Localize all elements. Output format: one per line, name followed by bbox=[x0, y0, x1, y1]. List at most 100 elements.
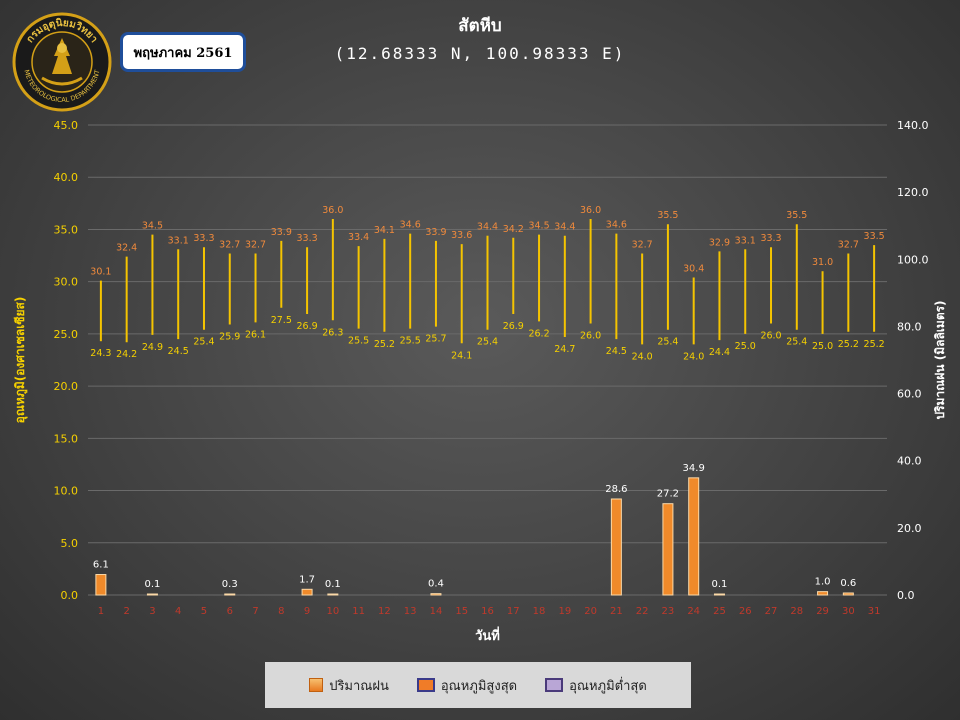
y-left-tick-label: 20.0 bbox=[54, 380, 79, 393]
x-tick-label: 22 bbox=[636, 606, 649, 617]
max-temp-label: 36.0 bbox=[322, 205, 343, 216]
rain-value-label: 0.6 bbox=[840, 578, 856, 589]
max-temp-label: 33.9 bbox=[425, 227, 446, 238]
max-temp-label: 33.4 bbox=[348, 232, 369, 243]
max-temp-label: 32.7 bbox=[245, 239, 266, 250]
legend-item-min: อุณหภูมิต่ำสุด bbox=[545, 675, 647, 696]
x-tick-label: 18 bbox=[533, 606, 546, 617]
x-tick-label: 16 bbox=[481, 606, 494, 617]
x-tick-label: 2 bbox=[123, 606, 129, 617]
legend-swatch-max bbox=[416, 678, 435, 692]
min-temp-label: 25.4 bbox=[193, 337, 214, 348]
meteorological-department-logo: กรมอุตุนิยมวิทยา METEOROLOGICAL DEPARTME… bbox=[12, 12, 112, 112]
max-temp-label: 34.5 bbox=[528, 221, 549, 232]
x-tick-label: 3 bbox=[149, 606, 155, 617]
min-temp-label: 24.7 bbox=[554, 344, 575, 355]
x-tick-label: 6 bbox=[227, 606, 233, 617]
y-right-tick-label: 80.0 bbox=[897, 320, 922, 333]
x-tick-label: 26 bbox=[739, 606, 752, 617]
x-tick-label: 28 bbox=[790, 606, 803, 617]
min-temp-label: 24.4 bbox=[709, 347, 730, 358]
x-tick-label: 25 bbox=[713, 606, 726, 617]
max-temp-label: 32.7 bbox=[219, 239, 240, 250]
max-temp-label: 34.4 bbox=[554, 222, 575, 233]
y-left-tick-label: 15.0 bbox=[54, 432, 79, 445]
min-temp-label: 26.1 bbox=[245, 329, 266, 340]
y-right-tick-label: 0.0 bbox=[897, 589, 915, 602]
legend-item-max: อุณหภูมิสูงสุด bbox=[416, 675, 518, 696]
x-tick-label: 31 bbox=[868, 606, 881, 617]
rain-bar bbox=[817, 591, 829, 596]
rain-value-label: 27.2 bbox=[657, 489, 679, 500]
y-right-tick-label: 20.0 bbox=[897, 522, 922, 535]
rain-bar bbox=[842, 592, 854, 596]
max-temp-label: 35.5 bbox=[657, 210, 678, 221]
max-temp-label: 34.4 bbox=[477, 222, 498, 233]
y-right-tick-label: 140.0 bbox=[897, 119, 929, 132]
weather-chart: 0.05.010.015.020.025.030.035.040.045.00.… bbox=[13, 119, 929, 644]
rain-bar bbox=[146, 593, 158, 596]
x-tick-label: 15 bbox=[455, 606, 468, 617]
y-right-tick-label: 120.0 bbox=[897, 186, 929, 199]
min-temp-label: 26.0 bbox=[760, 330, 781, 341]
max-temp-label: 35.5 bbox=[786, 210, 807, 221]
min-temp-label: 25.9 bbox=[219, 331, 240, 342]
max-temp-label: 30.1 bbox=[90, 267, 111, 278]
x-tick-label: 12 bbox=[378, 606, 391, 617]
min-temp-label: 25.4 bbox=[657, 337, 678, 348]
min-temp-label: 25.2 bbox=[374, 339, 395, 350]
min-temp-label: 25.4 bbox=[477, 337, 498, 348]
max-temp-label: 33.6 bbox=[451, 230, 472, 241]
rain-value-label: 34.9 bbox=[683, 463, 705, 474]
x-tick-label: 21 bbox=[610, 606, 623, 617]
x-tick-label: 4 bbox=[175, 606, 181, 617]
legend: ปริมาณฝน อุณหภูมิสูงสุด อุณหภูมิต่ำสุด bbox=[265, 662, 691, 708]
min-temp-label: 24.0 bbox=[683, 351, 704, 362]
max-temp-label: 34.6 bbox=[400, 220, 421, 231]
x-tick-label: 27 bbox=[765, 606, 778, 617]
max-temp-label: 33.3 bbox=[193, 233, 214, 244]
month-label-box: พฤษภาคม 2561 bbox=[120, 32, 246, 72]
x-tick-label: 13 bbox=[404, 606, 417, 617]
y-left-tick-label: 5.0 bbox=[61, 537, 79, 550]
chart-subtitle: (12.68333 N, 100.98333 E) bbox=[334, 44, 626, 63]
min-temp-label: 24.5 bbox=[168, 346, 189, 357]
legend-label-max: อุณหภูมิสูงสุด bbox=[440, 678, 518, 694]
rain-value-label: 1.7 bbox=[299, 574, 315, 585]
min-temp-label: 24.2 bbox=[116, 349, 137, 360]
x-tick-label: 11 bbox=[352, 606, 365, 617]
y-left-tick-label: 10.0 bbox=[54, 485, 79, 498]
legend-item-rain: ปริมาณฝน bbox=[309, 675, 389, 696]
min-temp-label: 24.5 bbox=[606, 346, 627, 357]
x-tick-label: 5 bbox=[201, 606, 207, 617]
min-temp-label: 25.4 bbox=[786, 337, 807, 348]
max-temp-label: 33.3 bbox=[760, 233, 781, 244]
min-temp-label: 24.0 bbox=[632, 351, 653, 362]
y-left-tick-label: 35.0 bbox=[54, 223, 79, 236]
x-tick-label: 19 bbox=[558, 606, 571, 617]
max-temp-label: 33.1 bbox=[168, 235, 189, 246]
rain-bar bbox=[713, 593, 725, 596]
rain-value-label: 0.1 bbox=[144, 579, 160, 590]
min-temp-label: 25.2 bbox=[838, 339, 859, 350]
min-temp-label: 25.7 bbox=[425, 334, 446, 345]
min-temp-label: 25.2 bbox=[864, 339, 885, 350]
x-tick-label: 1 bbox=[98, 606, 104, 617]
max-temp-label: 34.6 bbox=[606, 220, 627, 231]
min-temp-label: 25.0 bbox=[812, 341, 833, 352]
max-temp-label: 33.5 bbox=[864, 231, 885, 242]
rain-bar bbox=[327, 593, 339, 596]
rain-value-label: 6.1 bbox=[93, 560, 109, 571]
max-temp-label: 32.7 bbox=[838, 239, 859, 250]
min-temp-label: 26.9 bbox=[297, 321, 318, 332]
x-tick-label: 14 bbox=[430, 606, 443, 617]
x-axis-label: วันที่ bbox=[475, 626, 500, 644]
rain-value-label: 0.4 bbox=[428, 579, 444, 590]
y-right-tick-label: 60.0 bbox=[897, 388, 922, 401]
max-temp-label: 32.4 bbox=[116, 243, 137, 254]
rain-value-label: 1.0 bbox=[815, 577, 831, 588]
min-temp-label: 25.5 bbox=[348, 336, 369, 347]
max-temp-label: 34.5 bbox=[142, 221, 163, 232]
min-temp-label: 27.5 bbox=[271, 315, 292, 326]
max-temp-label: 33.9 bbox=[271, 227, 292, 238]
